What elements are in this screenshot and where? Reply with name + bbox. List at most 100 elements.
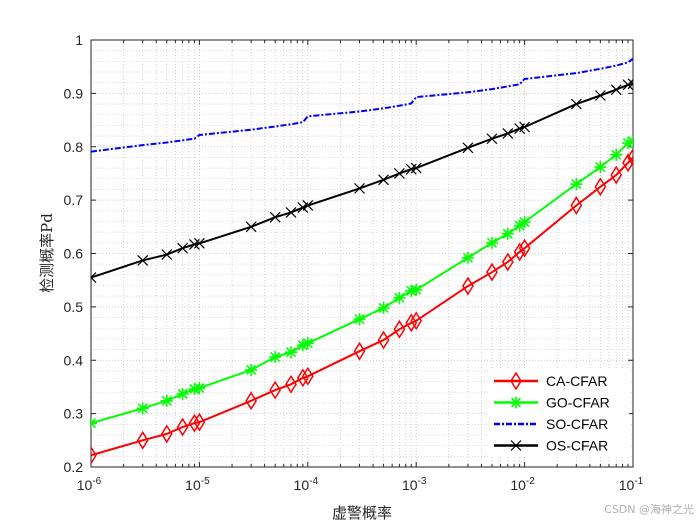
diamond-marker — [245, 391, 258, 411]
x-tick-label: 10-6 — [77, 476, 102, 493]
series-so-cfar — [91, 57, 633, 153]
asterisk-stroke — [378, 302, 389, 314]
asterisk-marker — [518, 216, 531, 229]
asterisk-marker — [594, 161, 607, 174]
series-go-cfar — [91, 135, 633, 430]
asterisk-stroke — [394, 292, 405, 303]
legend: CA-CFAR GO-CFAR SO-CFAR OS-CFAR — [489, 369, 629, 457]
y-tick-label: 0.2 — [64, 459, 84, 475]
asterisk-marker — [285, 346, 298, 359]
x-stroke — [91, 276, 97, 283]
x-stroke — [354, 182, 365, 194]
diamond-marker — [510, 371, 522, 391]
x-marker — [285, 206, 297, 218]
diamond-marker — [513, 242, 526, 262]
x-tick-label: 10-5 — [185, 476, 210, 493]
asterisk-marker — [160, 394, 173, 407]
y-tick-label: 0.9 — [64, 85, 84, 101]
x-tick-label: 10-3 — [402, 476, 427, 493]
legend-label: CA-CFAR — [546, 373, 607, 389]
diamond-marker — [176, 417, 189, 437]
x-marker — [502, 127, 514, 139]
diamond-marker — [285, 374, 297, 394]
diamond-marker — [486, 262, 498, 282]
x-stroke — [627, 78, 633, 85]
asterisk-marker — [501, 227, 514, 240]
diamond-marker — [393, 319, 406, 339]
diamond-marker — [296, 368, 309, 388]
asterisk-stroke — [302, 338, 313, 349]
diamond-marker — [622, 153, 633, 173]
x-stroke — [519, 121, 531, 133]
x-marker — [245, 221, 257, 233]
asterisk-stroke — [627, 140, 633, 147]
x-stroke — [245, 221, 257, 233]
x-stroke — [627, 82, 633, 90]
diamond-marker — [570, 196, 583, 215]
asterisk-marker — [193, 382, 206, 395]
asterisk-marker — [570, 178, 583, 191]
diamond-marker — [269, 380, 282, 400]
asterisk-stroke — [611, 149, 622, 160]
x-stroke — [594, 90, 606, 101]
x-marker — [354, 182, 365, 194]
x-marker — [570, 98, 582, 110]
asterisk-marker — [485, 236, 498, 249]
y-tick-label: 0.5 — [64, 299, 84, 315]
diamond-marker — [627, 148, 633, 167]
x-marker — [91, 272, 97, 283]
asterisk-stroke — [161, 395, 172, 406]
x-stroke — [193, 237, 205, 249]
asterisk-stroke — [91, 418, 97, 425]
x-stroke — [285, 206, 297, 218]
x-stroke — [410, 162, 422, 174]
asterisk-marker — [461, 251, 474, 264]
series-group — [91, 57, 633, 465]
diamond-marker — [188, 413, 201, 433]
asterisk-stroke — [502, 228, 513, 239]
asterisk-stroke — [354, 314, 365, 325]
x-stroke — [393, 168, 405, 179]
x-stroke — [486, 133, 498, 145]
watermark: CSDN @海神之光 — [604, 503, 694, 516]
asterisk-stroke — [411, 284, 422, 295]
asterisk-stroke — [285, 347, 297, 358]
diamond-marker — [518, 238, 531, 258]
x-stroke — [378, 174, 389, 186]
legend-label: GO-CFAR — [546, 395, 610, 411]
asterisk-stroke — [627, 136, 633, 143]
x-stroke — [91, 272, 97, 279]
x-marker — [177, 242, 189, 254]
diamond-marker — [160, 424, 173, 444]
diamond-marker — [501, 252, 514, 272]
asterisk-stroke — [137, 403, 148, 414]
x-stroke — [462, 142, 474, 154]
legend-label: SO-CFAR — [546, 416, 608, 432]
diamond-marker — [136, 430, 149, 450]
x-marker — [627, 78, 633, 90]
y-tick-label: 0.8 — [64, 139, 84, 155]
x-tick-label: 10-2 — [510, 476, 535, 493]
diamond-marker — [193, 412, 206, 432]
x-marker — [193, 237, 205, 249]
diamond-marker — [301, 366, 314, 386]
diamond-marker — [377, 330, 390, 350]
asterisk-stroke — [486, 237, 498, 248]
asterisk-marker — [176, 387, 189, 400]
x-stroke — [302, 200, 314, 211]
x-tick-label: 10-4 — [294, 476, 319, 493]
asterisk-stroke — [571, 179, 582, 190]
y-tick-label: 0.7 — [64, 192, 84, 208]
asterisk-marker — [353, 313, 366, 326]
asterisk-marker — [610, 148, 623, 161]
asterisk-stroke — [595, 161, 606, 173]
legend-label: OS-CFAR — [546, 438, 608, 454]
x-marker — [137, 255, 149, 266]
x-marker — [302, 200, 314, 211]
asterisk-marker — [301, 337, 314, 350]
diamond-marker — [91, 445, 97, 465]
diamond-marker — [594, 177, 607, 197]
asterisk-stroke — [270, 351, 281, 363]
asterisk-marker — [245, 363, 258, 376]
